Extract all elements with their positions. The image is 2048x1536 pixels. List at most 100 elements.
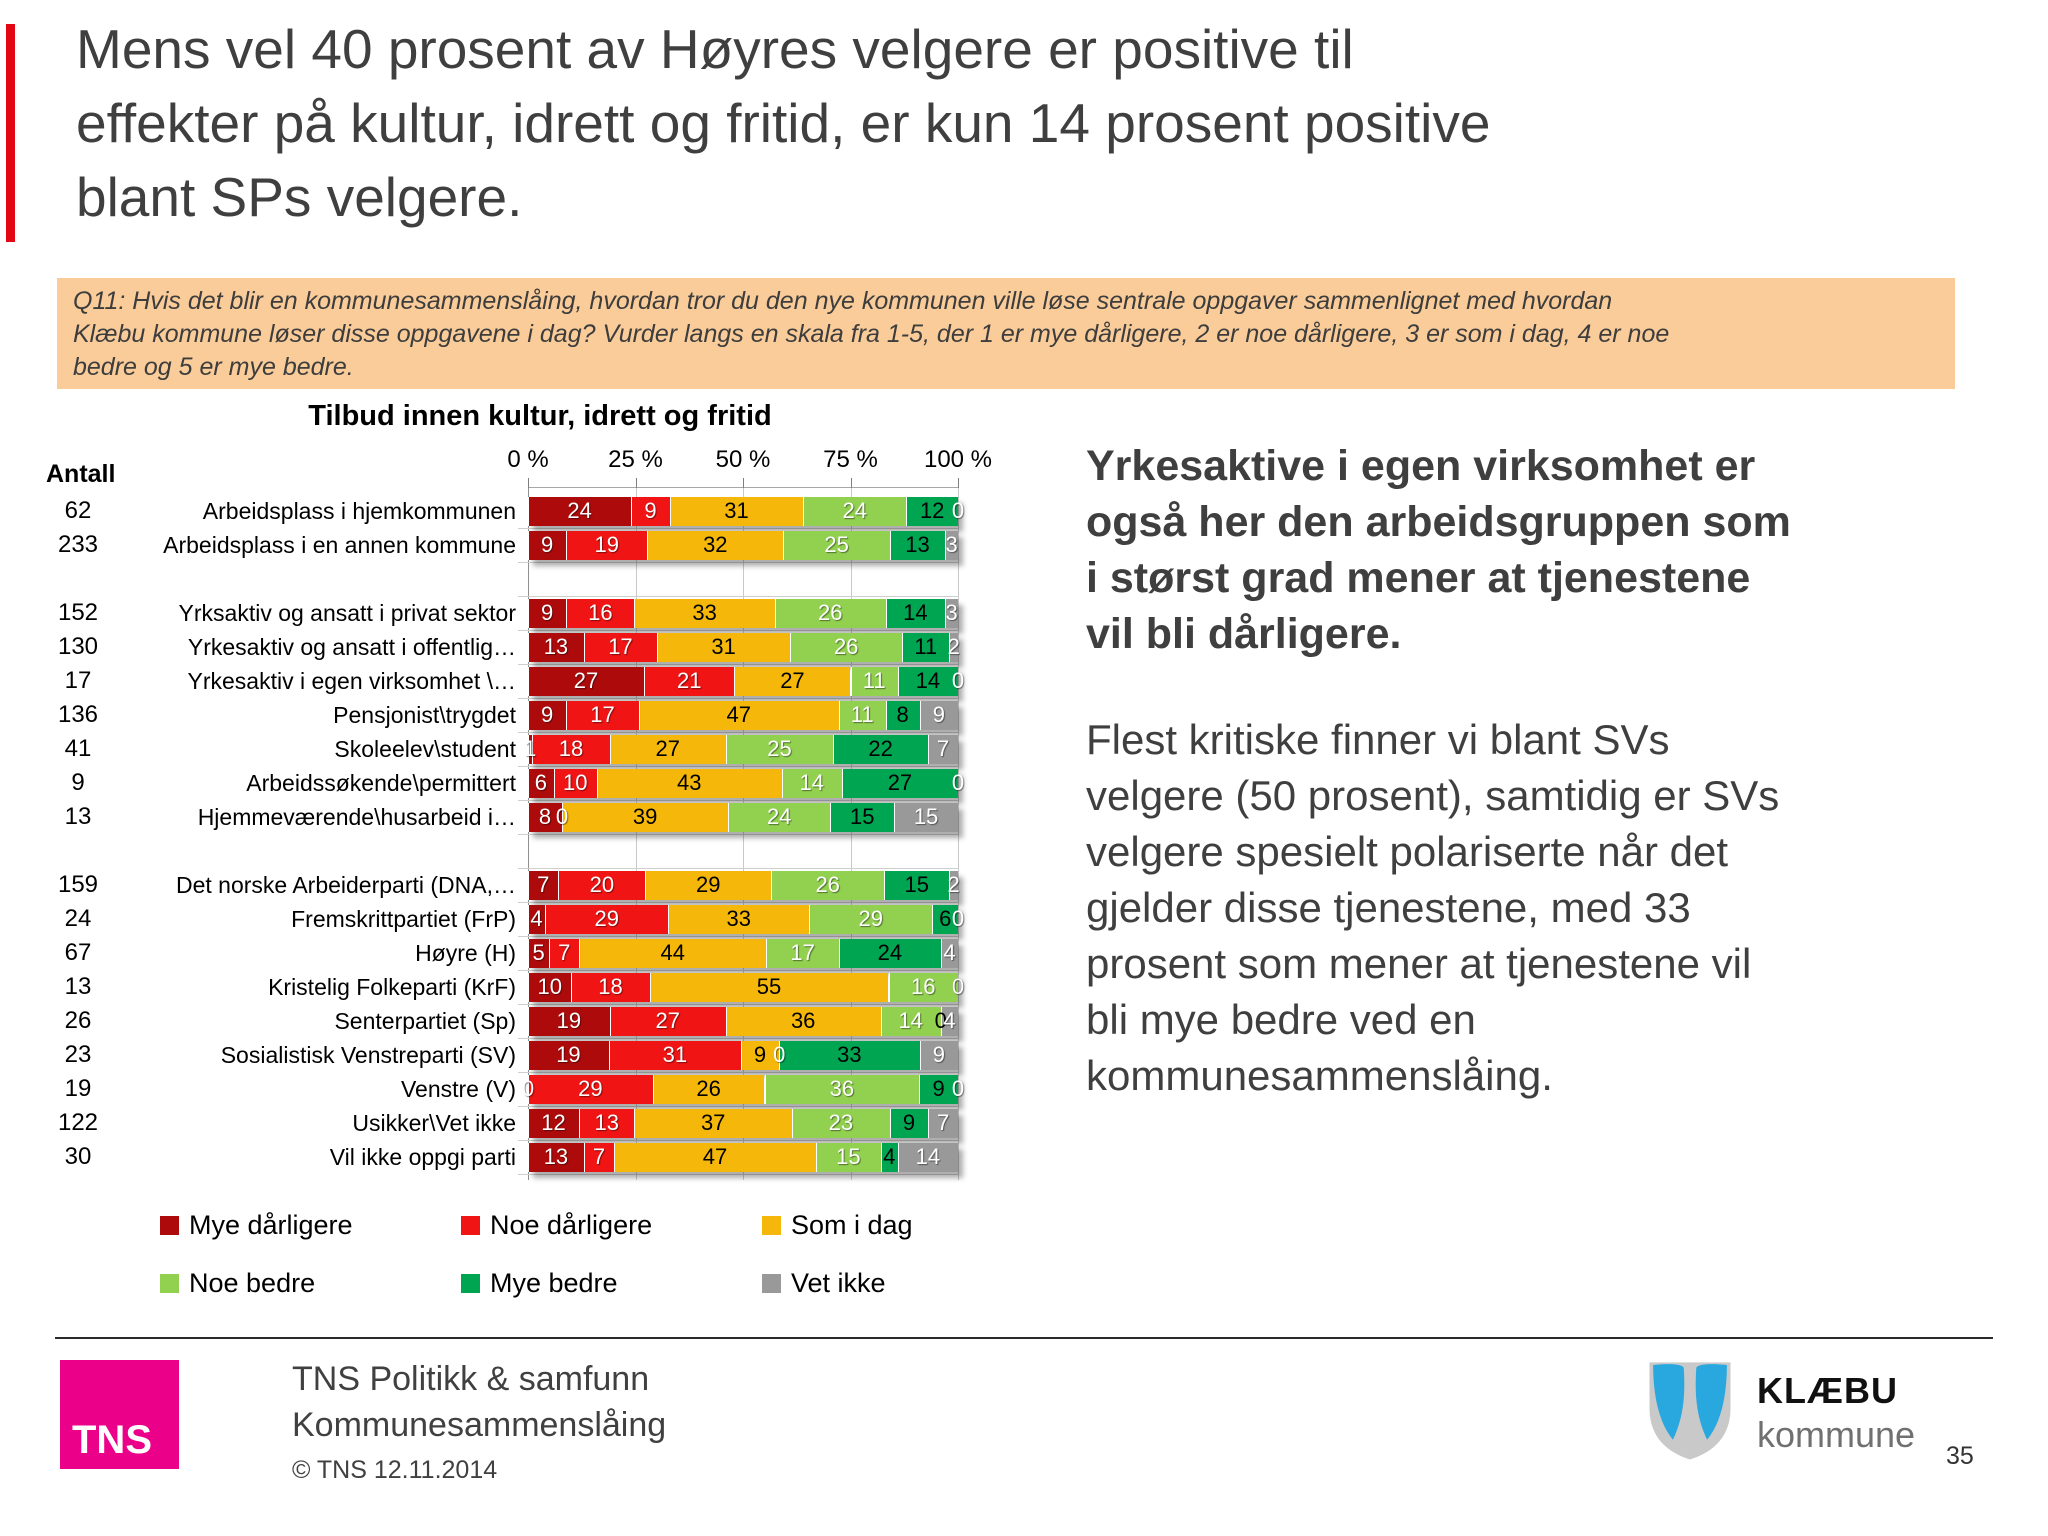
bar-value: 0 [951, 498, 965, 523]
bar-segment [528, 701, 567, 730]
row-label: Skoleelev\student [334, 736, 516, 762]
bar-row: 6 10 43 14 27 0 [518, 767, 964, 801]
bar-value: 13 [594, 1110, 619, 1135]
commentary-heading-line: vil bli dårligere. [1086, 610, 1402, 658]
bar-segment [725, 735, 834, 764]
bar-value: 10 [563, 770, 588, 795]
bar-segment [583, 633, 657, 662]
legend-item: Noe bedre [160, 1268, 461, 1299]
commentary-heading-line: i størst grad mener at tjenestene [1086, 554, 1751, 602]
bar-value: 29 [696, 872, 721, 897]
bar-segment [528, 973, 572, 1002]
bar-segment [609, 735, 726, 764]
legend: Mye dårligere Noe dårligere Som i dag Noe … [160, 1203, 1160, 1319]
legend-swatch [160, 1273, 179, 1293]
stacked-bar: 13 7 47 15 4 14 [528, 1143, 958, 1172]
bar-value: 22 [868, 736, 893, 761]
bar-segment [545, 905, 669, 934]
bar-value: 7 [936, 736, 950, 761]
bar-value: 0 [951, 974, 965, 999]
bar-segment [528, 1075, 653, 1104]
bar-value: 23 [828, 1110, 854, 1135]
bar-value: 13 [905, 532, 930, 557]
bar-value: 32 [703, 532, 728, 557]
axis-tick [635, 478, 637, 488]
bar-row: 4 29 33 29 6 0 [518, 903, 964, 937]
bar-segment [652, 1075, 765, 1104]
row-count [36, 835, 120, 869]
bar-value: 0 [951, 770, 965, 795]
bar-value: 14 [903, 600, 928, 625]
row-count: 159 [57, 871, 99, 898]
row-count: 23 [64, 1041, 92, 1068]
row-count: 9 [71, 769, 85, 796]
bar-value: 14 [915, 668, 941, 693]
bar-value: 19 [594, 532, 619, 557]
row-label: Yrkesaktiv og ansatt i offentlig… [187, 634, 516, 660]
bar-segment [902, 633, 950, 662]
legend-row: Noe bedre Mye bedre Vet ikke [160, 1261, 1160, 1305]
bar-value: 24 [842, 498, 868, 523]
bar-value: 29 [578, 1076, 603, 1101]
stacked-bar: 1 18 27 25 22 7 [524, 735, 958, 764]
bar-value: 26 [818, 600, 843, 625]
bar-row: 9 16 33 26 14 3 [518, 597, 958, 631]
bar-segment [596, 769, 782, 798]
bar-value: 31 [711, 634, 736, 659]
row-label: Det norske Arbeiderparti (DNA,… [175, 872, 516, 898]
row-count [36, 563, 120, 597]
count-column-header: Antall [46, 460, 116, 488]
klaebu-coat-of-arms-icon [1649, 1362, 1731, 1460]
bar-value: 7 [592, 1144, 606, 1169]
row-label: Usikker\Vet ikke [352, 1110, 516, 1136]
bar-value: 24 [877, 940, 903, 965]
bar-value: 8 [538, 804, 552, 829]
bar-value: 5 [532, 940, 545, 965]
commentary-body-line: gjelder disse tjenestene, med 33 [1086, 884, 1691, 931]
bar-value: 20 [589, 872, 615, 897]
bar-segment [528, 803, 563, 832]
axis-tick-label: 25 % [608, 446, 663, 473]
bar-value: 6 [939, 906, 952, 931]
bar-segment [919, 1041, 958, 1070]
bar-segment [528, 1109, 580, 1138]
row-label: Yrksaktiv og ansatt i privat sektor [178, 600, 516, 626]
bar-segment [649, 973, 889, 1002]
bar-segment [779, 1041, 920, 1070]
axis-tick [958, 478, 959, 488]
bar-segment [889, 1109, 929, 1138]
bar-value: 15 [904, 872, 929, 897]
bar-value: 14 [915, 1144, 941, 1169]
legend-label: Noe bedre [189, 1267, 316, 1298]
legend-swatch [160, 1215, 179, 1235]
stacked-bar: 27 21 27 11 14 0 [528, 667, 964, 696]
bar-segment [566, 599, 635, 628]
bar-value: 4 [883, 1144, 896, 1169]
axis-tick-label: 100 % [923, 446, 993, 473]
legend-item: Mye dårligere [160, 1210, 461, 1241]
axis-tick [850, 478, 852, 488]
bar-row: 19 31 9 0 33 9 [518, 1039, 958, 1073]
bar-value: 3 [945, 532, 958, 557]
bar-row: 7 20 29 26 15 2 [518, 869, 960, 903]
row-count: 41 [64, 735, 92, 762]
stacked-bar: 19 31 9 0 33 9 [528, 1041, 958, 1070]
row-count: 19 [64, 1075, 92, 1102]
bar-value: 33 [837, 1042, 862, 1067]
bar-value: 6 [534, 770, 548, 795]
stacked-bar: 13 17 31 26 11 2 [528, 633, 960, 662]
bar-value: 25 [767, 736, 792, 761]
commentary-body-line: bli mye bedre ved en [1086, 996, 1476, 1043]
row-count: 136 [57, 701, 99, 728]
bar-value: 11 [862, 668, 886, 693]
title-line: effekter på kultur, idrett og fritid, er… [76, 92, 1491, 154]
bar-segment [669, 497, 804, 526]
bar-segment [894, 803, 958, 832]
title-accent-bar [6, 24, 15, 242]
bar-segment [528, 1041, 609, 1070]
x-axis: 0 % 25 % 50 % 75 % 100 % [507, 446, 992, 476]
stacked-bar: 6 10 43 14 27 0 [528, 769, 964, 798]
bar-segment [932, 905, 958, 934]
bar-segment [880, 1007, 941, 1036]
bar-value: 0 [951, 906, 965, 931]
